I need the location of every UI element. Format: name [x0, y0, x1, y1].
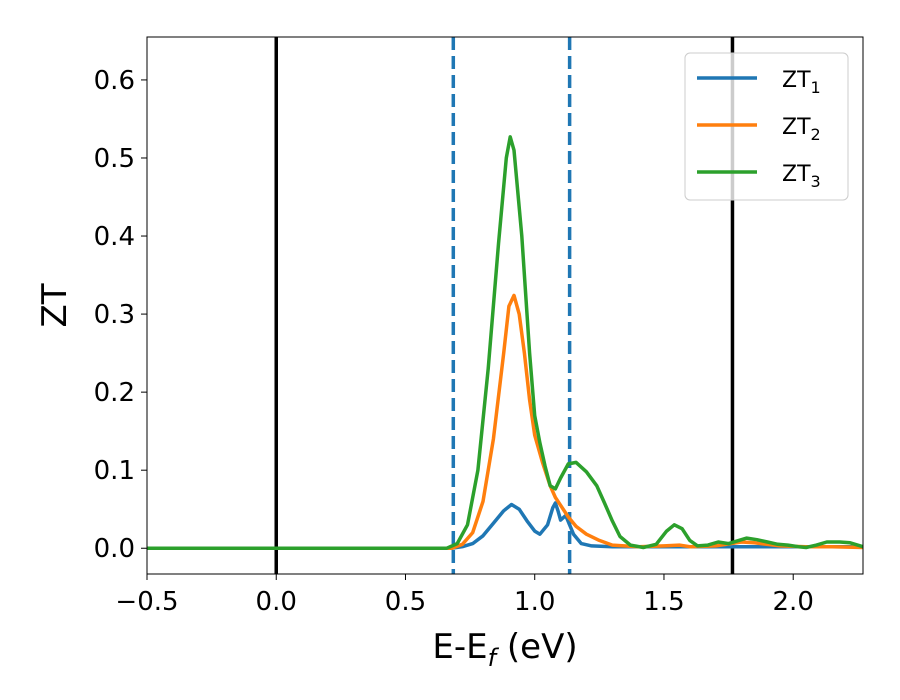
- legend-label-main: ZT: [782, 68, 811, 93]
- legend-label-zt3: ZT3: [782, 162, 821, 191]
- y-tick-label: 0.5: [94, 144, 135, 174]
- legend-label-main: ZT: [782, 115, 811, 140]
- x-tick-label: 0.0: [256, 587, 297, 617]
- x-tick-label: 1.5: [643, 587, 684, 617]
- x-tick-label: 2.0: [773, 587, 814, 617]
- y-tick-label: 0.4: [94, 222, 135, 252]
- x-axis-label-main: E-E: [432, 627, 487, 667]
- y-tick-label: 0.3: [94, 300, 135, 330]
- x-tick-label: 0.5: [385, 587, 426, 617]
- y-tick-label: 0.6: [94, 66, 135, 96]
- legend-label-main: ZT: [782, 162, 811, 187]
- x-tick-label: −0.5: [115, 587, 178, 617]
- y-tick-label: 0.2: [94, 378, 135, 408]
- legend-box: [684, 52, 849, 201]
- legend-label-zt1: ZT1: [782, 68, 821, 97]
- series-line-zt1: [147, 501, 863, 550]
- legend-label-subscript: 1: [811, 78, 821, 97]
- x-axis-label-unit: (eV): [496, 627, 578, 667]
- plot-content: [147, 37, 863, 574]
- legend-label-subscript: 3: [811, 172, 821, 191]
- y-tick-label: 0.0: [94, 534, 135, 564]
- ticks: −0.5 0.0 0.5 1.0 1.5 2.0 0.0 0.1 0.2 0.3 0.4 0.5 0.6: [94, 66, 814, 617]
- legend-label-zt2: ZT2: [782, 115, 821, 144]
- series-line-zt3: [147, 135, 863, 550]
- x-axis-label: E-Ef (eV): [432, 627, 577, 672]
- axes-frame: [146, 36, 864, 575]
- y-tick-label: 0.1: [94, 456, 135, 486]
- y-axis-label: ZT: [35, 283, 75, 327]
- legend-label-subscript: 2: [811, 125, 821, 144]
- x-tick-label: 1.0: [514, 587, 555, 617]
